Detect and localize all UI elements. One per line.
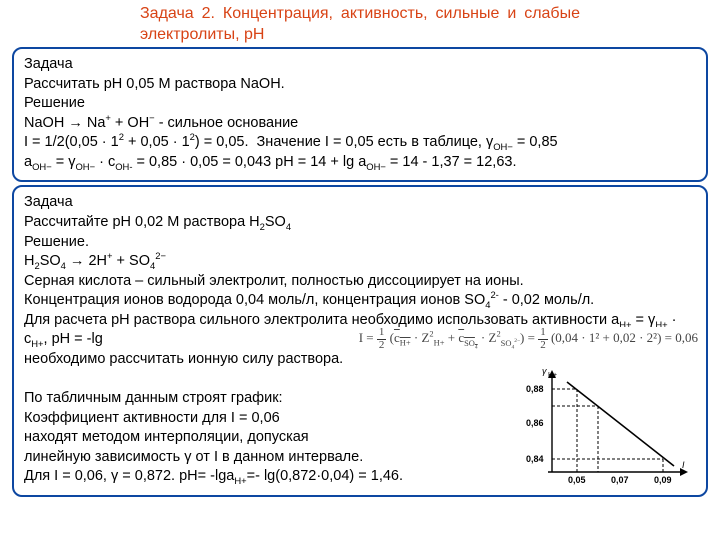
chart-xtick-0: 0,05 xyxy=(568,475,586,485)
card1-title: Задача xyxy=(24,55,696,75)
card1-eq2: I = 1/2(0,05 · 12 + 0,05 · 12) = 0,05. З… xyxy=(24,133,696,153)
slide-header-line1: Задача 2. Концентрация, активность, силь… xyxy=(0,0,720,26)
problem-card-1: Задача Рассчитать pH 0,05 M раствора NaO… xyxy=(12,47,708,182)
chart-ytick-2: 0,84 xyxy=(526,454,544,464)
card2-resh: Решение. xyxy=(24,233,696,253)
card2-l1: Серная кислота – сильный электролит, пол… xyxy=(24,272,696,292)
problem-card-2: Задача Рассчитайте pH 0,02 М раствора H2… xyxy=(12,185,708,496)
chart-xlabel: I xyxy=(682,460,685,470)
card2-title: Задача xyxy=(24,193,696,213)
chart-xtick-2: 0,09 xyxy=(654,475,672,485)
chart-ytick-1: 0,86 xyxy=(526,418,544,428)
card1-eq1: NaOH → Na+ + OH− - сильное основание xyxy=(24,114,696,134)
chart-xtick-1: 0,07 xyxy=(611,475,629,485)
card2-eq1: H2SO4 → 2H+ + SO42− xyxy=(24,252,696,272)
activity-coefficient-chart: γH+ I 0,88 0,86 0,84 0,05 0,07 0,09 xyxy=(512,364,692,489)
chart-ytick-0: 0,88 xyxy=(526,384,544,394)
card2-task: Рассчитайте pH 0,02 М раствора H2SO4 xyxy=(24,213,696,233)
card1-task: Рассчитать pH 0,05 M раствора NaOH. xyxy=(24,75,696,95)
card2-l2: Концентрация ионов водорода 0,04 моль/л,… xyxy=(24,291,696,311)
slide-header-line2: электролиты, pH xyxy=(0,26,720,44)
ionic-strength-formula: I = 12 (cH+ · Z2H+ + cSO4 · Z2SO42−) = 1… xyxy=(357,327,700,351)
chart-ylabel: γ xyxy=(542,366,547,376)
card1-resh: Решение xyxy=(24,94,696,114)
formula-result: (0,04 · 1² + 0,02 · 2²) = 0,06 xyxy=(551,330,698,345)
chart-line xyxy=(567,382,674,466)
card1-eq3: aOH− = γOH− · cOH- = 0,85 · 0,05 = 0,043… xyxy=(24,153,696,173)
